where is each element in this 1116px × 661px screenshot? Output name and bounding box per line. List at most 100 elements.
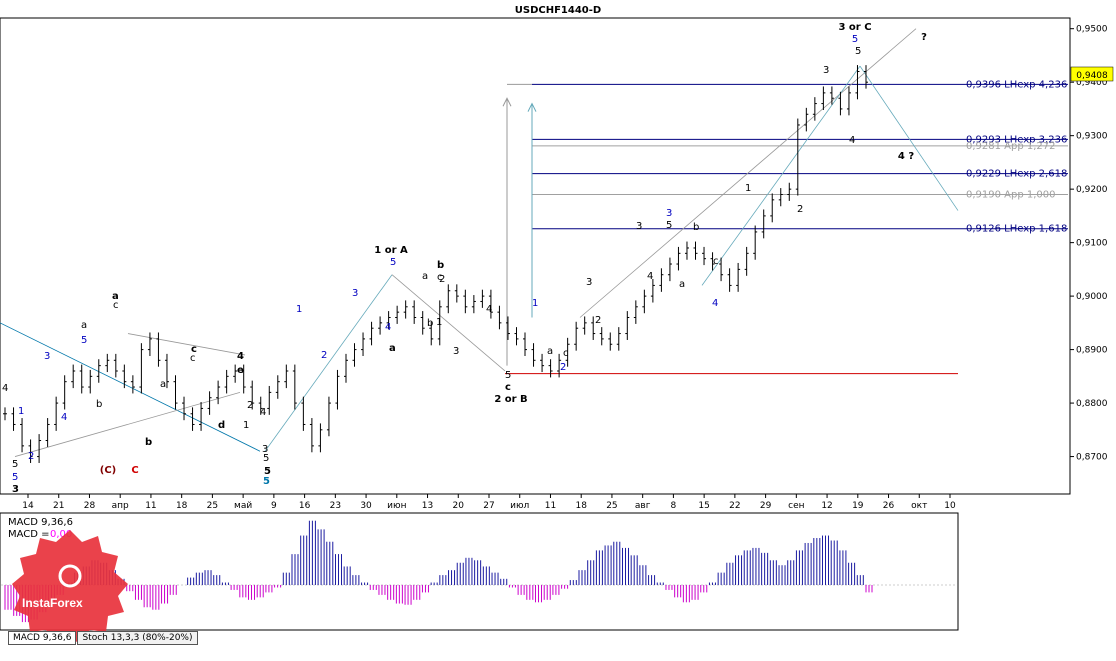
wave-label-2-or-b: 2 or B <box>494 394 527 405</box>
svg-text:5: 5 <box>81 335 87 346</box>
svg-text:1: 1 <box>745 183 751 194</box>
fib-level-label: 0,9126 LHexp 1,618 <box>966 224 1067 235</box>
tab-macd[interactable]: MACD 9,36,6 <box>8 631 77 645</box>
time-tick-label: 23 <box>330 501 341 511</box>
svg-text:c: c <box>190 353 196 364</box>
fib-level-label: 0,9229 LHexp 2,618 <box>966 169 1067 180</box>
price-tick-label: 0,9000 <box>1076 292 1108 302</box>
svg-text:4: 4 <box>849 135 855 146</box>
chart-title: USDCHF1440-D <box>515 5 601 16</box>
time-tick-label: июл <box>510 501 529 511</box>
svg-text:b: b <box>145 437 152 448</box>
time-tick-label: 10 <box>944 501 956 511</box>
fib-level-label: 0,9293 LHexp 3,236 <box>966 134 1067 145</box>
wave-guide-line <box>127 333 246 356</box>
svg-text:2: 2 <box>321 350 327 361</box>
tab-stoch[interactable]: Stoch 13,3,3 (80%-20%) <box>77 631 198 645</box>
svg-text:4: 4 <box>486 304 492 315</box>
time-tick-label: окт <box>911 501 927 511</box>
time-tick-label: 21 <box>53 501 64 511</box>
svg-text:5: 5 <box>263 453 269 464</box>
wave-label-4-question: 4 ? <box>898 151 914 162</box>
time-tick-label: май <box>234 501 252 511</box>
fib-level-label: 0,9190 App 1,000 <box>966 189 1056 200</box>
price-tick-label: 0,8900 <box>1076 346 1108 356</box>
macd-plot-frame <box>0 512 959 631</box>
svg-text:3: 3 <box>44 351 50 362</box>
wave-guide-line <box>391 274 506 372</box>
svg-text:4: 4 <box>61 412 67 423</box>
svg-text:1: 1 <box>243 420 249 431</box>
time-tick-label: 8 <box>671 501 677 511</box>
wave-guide-line <box>14 391 241 457</box>
price-tick-label: 0,9300 <box>1076 132 1108 142</box>
time-tick-label: 22 <box>729 501 740 511</box>
svg-text:1: 1 <box>296 304 302 315</box>
svg-text:2: 2 <box>797 204 803 215</box>
svg-text:4: 4 <box>237 351 244 362</box>
svg-text:3: 3 <box>636 221 642 232</box>
time-tick-label: 18 <box>575 501 587 511</box>
svg-text:b: b <box>437 260 444 271</box>
svg-text:3: 3 <box>453 346 459 357</box>
wave-label-3-or-c: 3 or C <box>838 22 871 33</box>
price-tick-label: 0,9100 <box>1076 239 1108 249</box>
svg-text:1: 1 <box>436 317 442 328</box>
fib-level-label: 0,9396 LHexp 4,236 <box>966 79 1067 90</box>
svg-text:3: 3 <box>823 65 829 76</box>
time-tick-label: 13 <box>422 501 433 511</box>
time-tick-label: 28 <box>84 501 96 511</box>
indicator-tabs: MACD 9,36,6 Stoch 13,3,3 (80%-20%) <box>8 631 199 645</box>
svg-text:b: b <box>427 318 433 329</box>
time-tick-label: июн <box>387 501 406 511</box>
svg-text:1: 1 <box>532 298 538 309</box>
svg-text:5: 5 <box>12 472 18 483</box>
time-tick-label: 14 <box>22 501 34 511</box>
svg-text:c: c <box>191 344 197 355</box>
projection-arrow-head <box>527 102 537 112</box>
wave-label-1-or-a: 1 or A <box>374 245 408 256</box>
time-tick-label: 11 <box>145 501 156 511</box>
svg-text:c: c <box>713 256 719 267</box>
svg-text:5: 5 <box>12 459 18 470</box>
time-tick-label: 16 <box>299 501 311 511</box>
price-tick-label: 0,8700 <box>1076 453 1108 463</box>
svg-text:2: 2 <box>28 451 34 462</box>
svg-text:4: 4 <box>260 407 266 418</box>
svg-text:2: 2 <box>560 362 566 373</box>
time-tick-label: 9 <box>271 501 277 511</box>
time-tick-label: апр <box>112 501 129 511</box>
svg-text:c: c <box>505 382 511 393</box>
time-tick-label: 20 <box>453 501 465 511</box>
svg-text:a: a <box>389 343 396 354</box>
wave-label-question: ? <box>921 32 927 43</box>
svg-text:c: c <box>563 348 569 359</box>
svg-text:4: 4 <box>385 322 391 333</box>
instaforex-brand: InstaForex <box>22 596 83 610</box>
time-tick-label: сен <box>788 501 804 511</box>
time-tick-label: авг <box>635 501 651 511</box>
wave-label-c-red: C <box>131 465 138 476</box>
price-tick-label: 0,9500 <box>1076 25 1108 35</box>
time-tick-label: 18 <box>176 501 188 511</box>
wave-guide-line <box>0 322 261 452</box>
svg-text:a: a <box>112 291 119 302</box>
macd-value-label: MACD = <box>8 529 50 540</box>
current-price-badge <box>1070 66 1114 82</box>
main-plot-frame <box>0 17 1071 495</box>
time-tick-label: 19 <box>852 501 864 511</box>
time-tick-label: 25 <box>207 501 218 511</box>
macd-label: MACD 9,36,6 <box>8 517 73 528</box>
svg-text:a: a <box>422 271 428 282</box>
wave-guide-line <box>701 65 861 286</box>
svg-text:d: d <box>218 420 225 431</box>
svg-text:5: 5 <box>390 257 396 268</box>
time-tick-label: 12 <box>821 501 832 511</box>
current-price-text: 0,9408 <box>1076 71 1108 81</box>
svg-text:4: 4 <box>712 298 718 309</box>
time-tick-label: 27 <box>483 501 494 511</box>
svg-text:3: 3 <box>666 208 672 219</box>
svg-text:b: b <box>693 222 699 233</box>
